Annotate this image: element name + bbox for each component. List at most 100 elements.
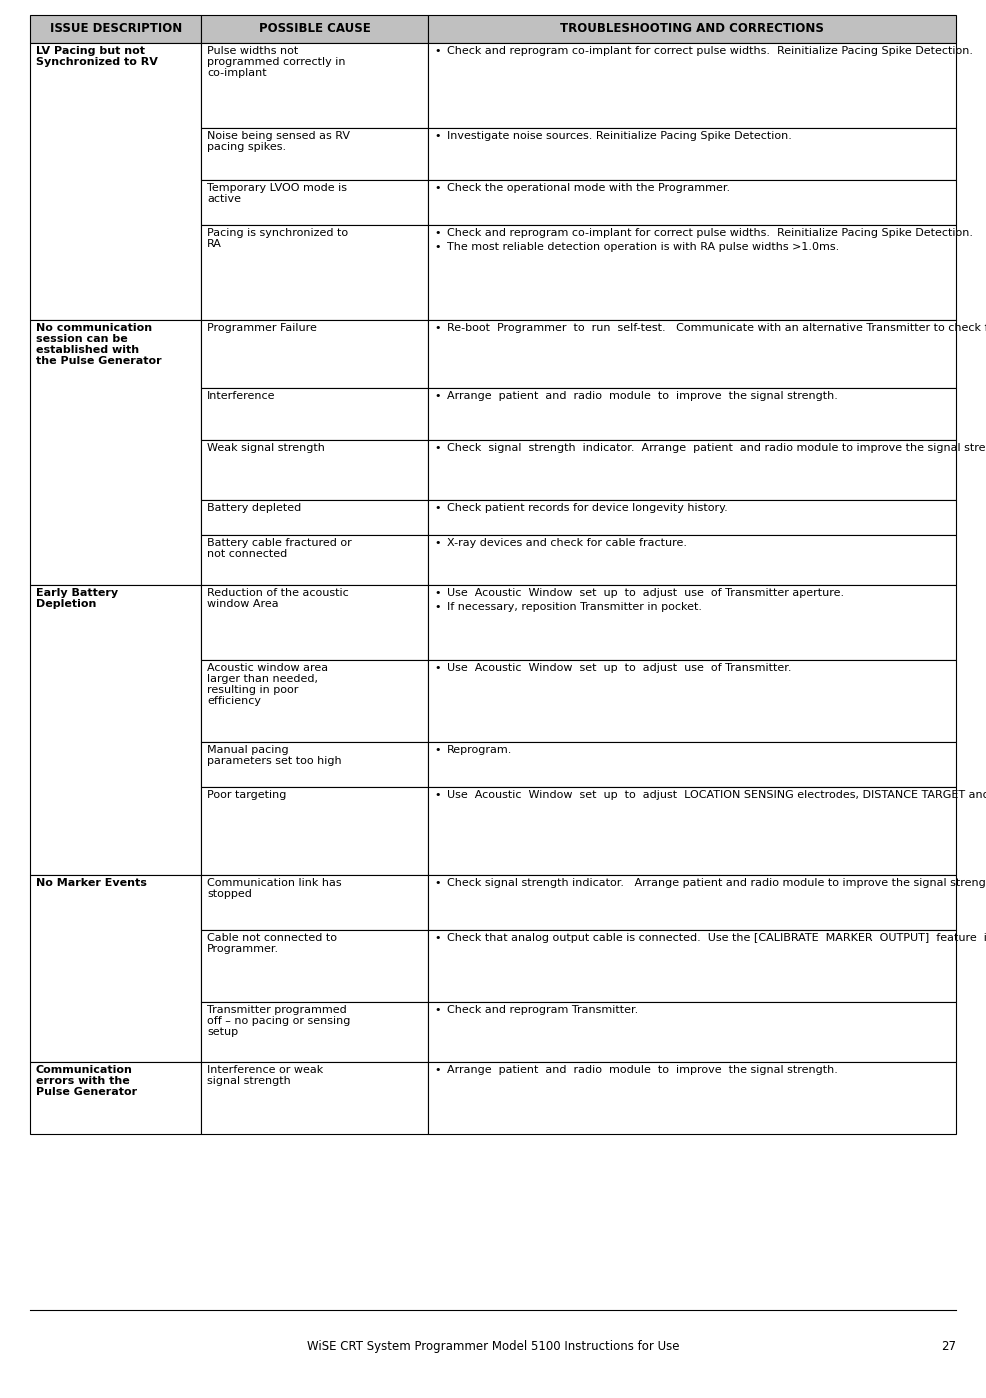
Text: Arrange  patient  and  radio  module  to  improve  the signal strength.: Arrange patient and radio module to impr… <box>448 391 838 401</box>
Text: Check patient records for device longevity history.: Check patient records for device longevi… <box>448 503 728 513</box>
Text: Check the operational mode with the Programmer.: Check the operational mode with the Prog… <box>448 183 731 193</box>
Bar <box>201 440 428 500</box>
Text: •: • <box>434 663 441 674</box>
Text: Programmer Failure: Programmer Failure <box>207 323 317 333</box>
Text: session can be: session can be <box>36 334 128 344</box>
Bar <box>428 1002 956 1062</box>
Text: efficiency: efficiency <box>207 696 261 706</box>
Text: active: active <box>207 194 242 204</box>
Text: Temporary LVOO mode is: Temporary LVOO mode is <box>207 183 347 193</box>
Text: Reduction of the acoustic: Reduction of the acoustic <box>207 589 349 598</box>
Text: Check and reprogram co-implant for correct pulse widths.  Reinitialize Pacing Sp: Check and reprogram co-implant for corre… <box>448 46 973 56</box>
Text: Battery cable fractured or: Battery cable fractured or <box>207 538 352 548</box>
Text: •: • <box>434 503 441 513</box>
Bar <box>201 875 428 930</box>
Bar <box>428 180 956 225</box>
Text: Use  Acoustic  Window  set  up  to  adjust  use  of Transmitter.: Use Acoustic Window set up to adjust use… <box>448 663 792 674</box>
Text: Cable not connected to: Cable not connected to <box>207 934 337 944</box>
Text: Poor targeting: Poor targeting <box>207 790 287 800</box>
Text: off – no pacing or sensing: off – no pacing or sensing <box>207 1016 351 1026</box>
Text: Weak signal strength: Weak signal strength <box>207 443 325 453</box>
Bar <box>201 930 428 1002</box>
Bar <box>428 129 956 180</box>
Text: Reprogram.: Reprogram. <box>448 745 513 755</box>
Bar <box>201 320 428 389</box>
Bar <box>428 742 956 787</box>
Text: •: • <box>434 46 441 56</box>
Text: •: • <box>434 131 441 141</box>
Text: 27: 27 <box>941 1341 956 1353</box>
Bar <box>428 787 956 875</box>
Bar <box>428 225 956 320</box>
Bar <box>428 584 956 660</box>
Text: Pulse Generator: Pulse Generator <box>36 1086 137 1097</box>
Text: TROUBLESHOOTING AND CORRECTIONS: TROUBLESHOOTING AND CORRECTIONS <box>560 22 824 35</box>
Text: Pulse widths not: Pulse widths not <box>207 46 299 56</box>
Bar <box>30 43 201 320</box>
Bar <box>30 584 201 875</box>
Bar <box>201 129 428 180</box>
Bar <box>201 180 428 225</box>
Bar <box>30 1062 201 1134</box>
Bar <box>201 43 428 129</box>
Text: •: • <box>434 745 441 755</box>
Text: ISSUE DESCRIPTION: ISSUE DESCRIPTION <box>49 22 181 35</box>
Text: resulting in poor: resulting in poor <box>207 685 299 695</box>
Text: •: • <box>434 323 441 333</box>
Text: Early Battery: Early Battery <box>36 589 118 598</box>
Text: window Area: window Area <box>207 598 279 610</box>
Text: •: • <box>434 878 441 888</box>
Bar <box>201 787 428 875</box>
Text: •: • <box>434 790 441 800</box>
Bar <box>30 875 201 1062</box>
Bar <box>428 1062 956 1134</box>
Bar <box>201 1062 428 1134</box>
Text: Transmitter programmed: Transmitter programmed <box>207 1005 347 1015</box>
Text: •: • <box>434 1065 441 1075</box>
Text: •: • <box>434 183 441 193</box>
Text: Check signal strength indicator.   Arrange patient and radio module to improve t: Check signal strength indicator. Arrange… <box>448 878 986 888</box>
Text: Depletion: Depletion <box>36 598 97 610</box>
Text: Acoustic window area: Acoustic window area <box>207 663 328 674</box>
Text: Communication: Communication <box>36 1065 133 1075</box>
Text: No Marker Events: No Marker Events <box>36 878 147 888</box>
Text: •: • <box>434 443 441 453</box>
Text: Check and reprogram co-implant for correct pulse widths.  Reinitialize Pacing Sp: Check and reprogram co-implant for corre… <box>448 228 973 238</box>
Bar <box>201 500 428 535</box>
Bar <box>428 875 956 930</box>
Text: stopped: stopped <box>207 889 252 899</box>
Bar <box>201 535 428 584</box>
Text: •: • <box>434 603 441 612</box>
Text: •: • <box>434 391 441 401</box>
Text: co-implant: co-implant <box>207 67 267 78</box>
Text: parameters set too high: parameters set too high <box>207 756 342 766</box>
Text: •: • <box>434 1005 441 1015</box>
Bar <box>428 440 956 500</box>
Bar <box>428 660 956 742</box>
Text: Communication link has: Communication link has <box>207 878 342 888</box>
Text: •: • <box>434 228 441 238</box>
Bar <box>201 584 428 660</box>
Text: established with: established with <box>36 345 139 355</box>
Bar <box>428 15 956 43</box>
Text: No communication: No communication <box>36 323 152 333</box>
Text: LV Pacing but not: LV Pacing but not <box>36 46 145 56</box>
Bar <box>428 43 956 129</box>
Bar <box>428 500 956 535</box>
Bar <box>30 15 201 43</box>
Bar <box>428 930 956 1002</box>
Text: the Pulse Generator: the Pulse Generator <box>36 355 162 366</box>
Bar <box>30 320 201 584</box>
Text: pacing spikes.: pacing spikes. <box>207 143 287 152</box>
Text: Interference: Interference <box>207 391 276 401</box>
Text: RA: RA <box>207 239 222 249</box>
Text: errors with the: errors with the <box>36 1076 130 1086</box>
Text: signal strength: signal strength <box>207 1076 291 1086</box>
Text: setup: setup <box>207 1026 239 1037</box>
Text: X-ray devices and check for cable fracture.: X-ray devices and check for cable fractu… <box>448 538 687 548</box>
Bar <box>201 1002 428 1062</box>
Text: •: • <box>434 934 441 944</box>
Text: POSSIBLE CAUSE: POSSIBLE CAUSE <box>259 22 371 35</box>
Text: WiSE CRT System Programmer Model 5100 Instructions for Use: WiSE CRT System Programmer Model 5100 In… <box>307 1341 679 1353</box>
Bar <box>428 535 956 584</box>
